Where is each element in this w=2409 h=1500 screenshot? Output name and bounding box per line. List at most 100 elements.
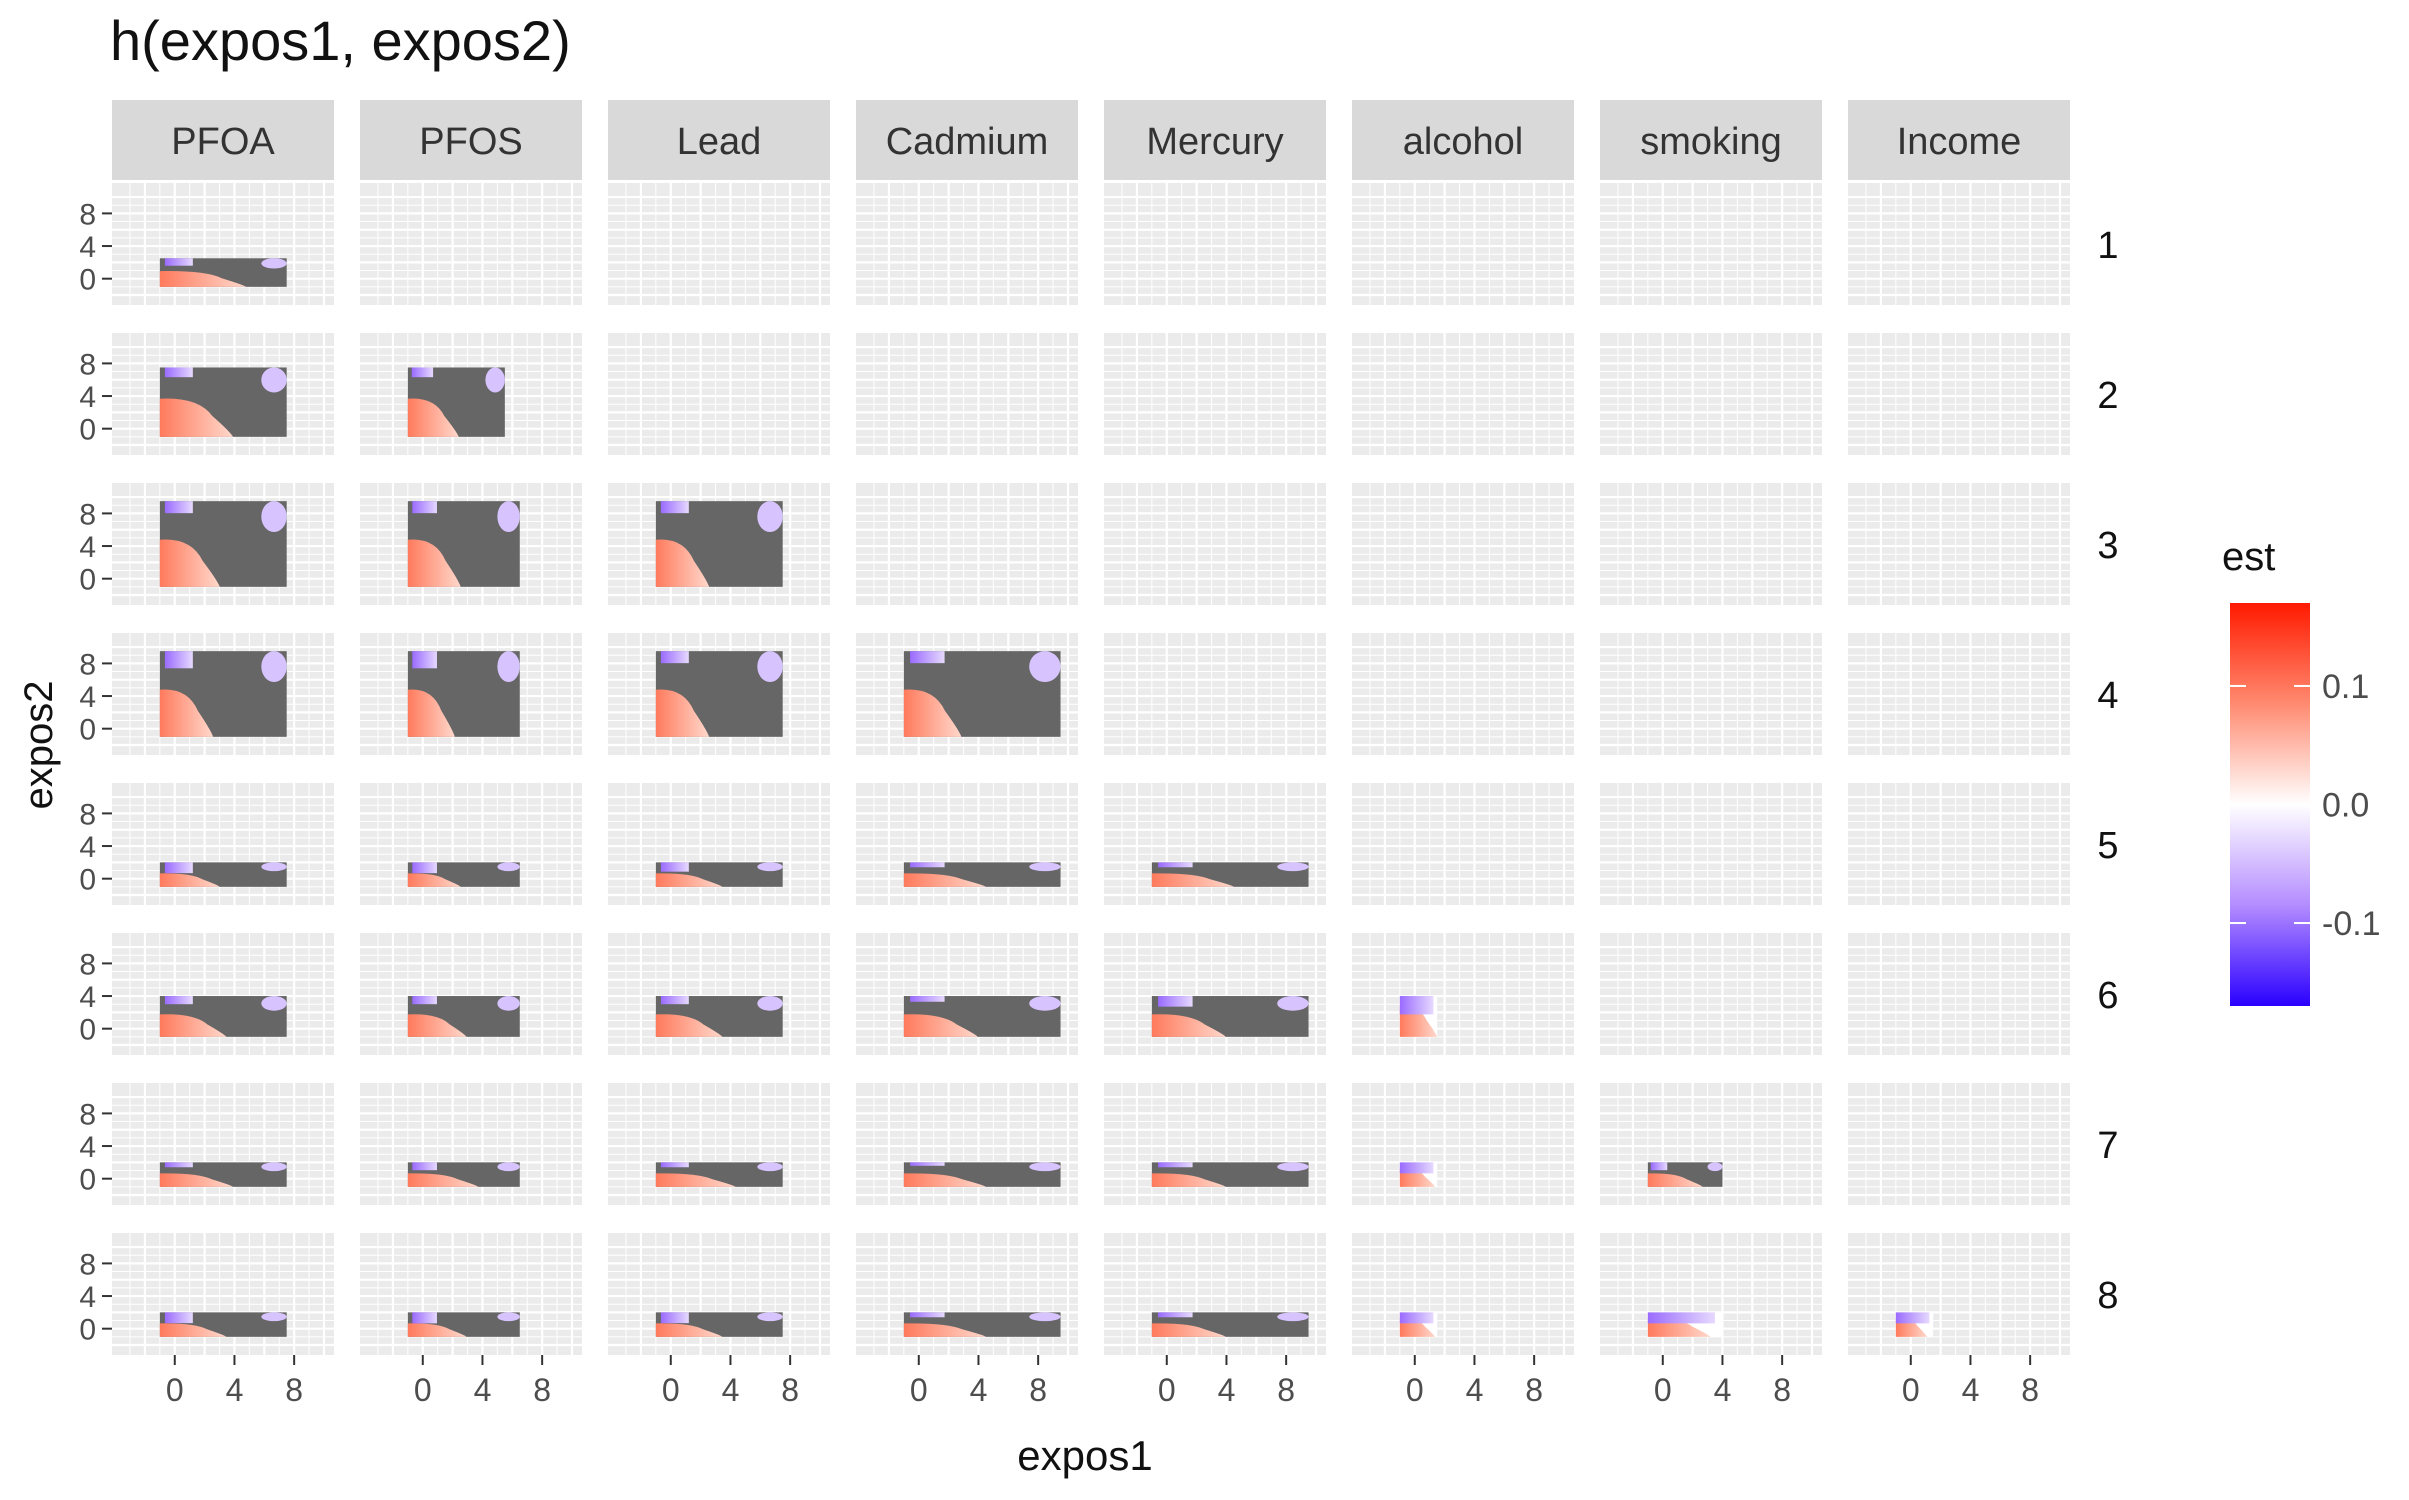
heatmap-negative-region <box>910 651 945 664</box>
panel-background <box>1352 1233 1574 1355</box>
heatmap-positive-region <box>407 539 461 587</box>
x-tick-label: 8 <box>1277 1372 1295 1408</box>
panel-background <box>1848 933 2070 1055</box>
panel-background <box>1104 183 1326 305</box>
heatmap-negative-region <box>1399 1162 1434 1174</box>
heatmap-region <box>1399 996 1438 1037</box>
x-tick-label: 8 <box>1029 1372 1047 1408</box>
heatmap-negative-region <box>1650 1162 1668 1171</box>
heatmap-region <box>159 1162 287 1187</box>
heatmap-positive-region <box>903 689 962 737</box>
heatmap-negative-region <box>1277 862 1309 872</box>
heatmap-negative-region <box>1158 996 1193 1007</box>
heatmap-negative-region <box>660 1162 689 1168</box>
facet-panel <box>1352 783 1574 905</box>
facet-panel <box>856 183 1078 305</box>
heatmap-negative-region <box>164 1162 193 1168</box>
legend-title: est <box>2222 535 2275 579</box>
x-tick-label: 8 <box>781 1372 799 1408</box>
heatmap-positive-region <box>655 689 710 737</box>
heatmap-negative-region <box>1158 1312 1193 1318</box>
heatmap-positive-region <box>159 689 214 737</box>
panel-background <box>1352 483 1574 605</box>
facet-panel <box>1600 333 1822 455</box>
legend-tick-label: 0.0 <box>2322 787 2369 825</box>
heatmap-negative-region <box>412 501 437 514</box>
panel-background <box>1352 783 1574 905</box>
heatmap-negative-region <box>757 1312 783 1322</box>
facet-panel <box>1104 483 1326 605</box>
heatmap-positive-region <box>407 689 455 737</box>
panel-background <box>1104 483 1326 605</box>
panel-background <box>1352 183 1574 305</box>
x-tick-label: 8 <box>2021 1372 2039 1408</box>
facet-panel <box>1848 783 2070 905</box>
y-tick-label: 4 <box>79 381 96 414</box>
facet-panel <box>856 483 1078 605</box>
heatmap-negative-region <box>1277 1162 1309 1172</box>
y-tick-label: 8 <box>79 1098 96 1131</box>
heatmap-negative-region <box>411 367 434 378</box>
heatmap-region <box>159 862 287 887</box>
heatmap-positive-region <box>159 398 234 437</box>
panel-background <box>1352 1083 1574 1205</box>
heatmap-positive-region <box>1151 873 1235 887</box>
facet-strip-bg <box>112 100 334 180</box>
x-tick-label: 4 <box>970 1372 988 1408</box>
y-tick-label: 8 <box>79 1248 96 1281</box>
facet-row-label: 7 <box>2097 1125 2118 1167</box>
heatmap-negative-region <box>164 501 193 514</box>
facet-panel <box>856 333 1078 455</box>
panel-background <box>1600 333 1822 455</box>
facet-panel <box>1848 483 2070 605</box>
heatmap-negative-region <box>261 996 287 1011</box>
heatmap-positive-region <box>159 1173 234 1187</box>
heatmap-negative-region <box>261 258 287 269</box>
heatmap-positive-region <box>655 1014 723 1037</box>
heatmap-region <box>655 501 783 587</box>
facet-panel <box>112 1083 334 1205</box>
y-tick-label: 0 <box>79 714 96 747</box>
facet-row-label: 2 <box>2097 375 2118 417</box>
heatmap-negative-region <box>1399 996 1434 1015</box>
facet-panel <box>1600 483 1822 605</box>
heatmap-negative-region <box>412 996 437 1005</box>
heatmap-negative-region <box>757 996 783 1011</box>
heatmap-negative-region <box>1647 1312 1715 1324</box>
heatmap-negative-region <box>164 1312 193 1324</box>
heatmap-region <box>159 651 287 737</box>
facet-strip-label: Lead <box>677 121 762 163</box>
facet-row-label: 4 <box>2097 675 2118 717</box>
heatmap-positive-region <box>1151 1014 1226 1037</box>
y-tick-label: 8 <box>79 948 96 981</box>
facet-strip-label: smoking <box>1640 121 1782 163</box>
panel-background <box>608 183 830 305</box>
heatmap-region <box>407 1162 520 1187</box>
y-tick-label: 0 <box>79 264 96 297</box>
heatmap-negative-region <box>164 996 193 1005</box>
x-axes: 0 4 8 0 4 8 0 4 8 0 4 8 0 4 8 0 4 8 0 4 8 0 4 8 <box>166 1355 2039 1408</box>
heatmap-region <box>1151 862 1309 887</box>
facet-panel <box>1600 633 1822 755</box>
panel-background <box>1600 483 1822 605</box>
heatmap-negative-region <box>1029 862 1061 872</box>
x-tick-label: 8 <box>1773 1372 1791 1408</box>
heatmap-positive-region <box>655 539 710 587</box>
y-tick-label: 8 <box>79 648 96 681</box>
heatmap-positive-region <box>903 1173 987 1187</box>
heatmap-negative-region <box>910 862 945 868</box>
heatmap-region <box>655 1162 783 1187</box>
heatmap-negative-region <box>261 367 287 393</box>
heatmap-region <box>407 862 520 887</box>
y-tick-label: 8 <box>79 798 96 831</box>
facet-panel <box>608 333 830 455</box>
panel-background <box>1848 183 2070 305</box>
facet-row-label: 5 <box>2097 825 2118 867</box>
y-tick-label: 4 <box>79 681 96 714</box>
facet-panel <box>1848 333 2070 455</box>
heatmap-region <box>1151 996 1309 1037</box>
heatmap-negative-region <box>497 1162 520 1172</box>
facet-strip-label: Mercury <box>1146 121 1283 163</box>
facet-panel <box>608 183 830 305</box>
facet-row-labels: 1 2 3 4 5 6 7 8 <box>2097 225 2118 1317</box>
